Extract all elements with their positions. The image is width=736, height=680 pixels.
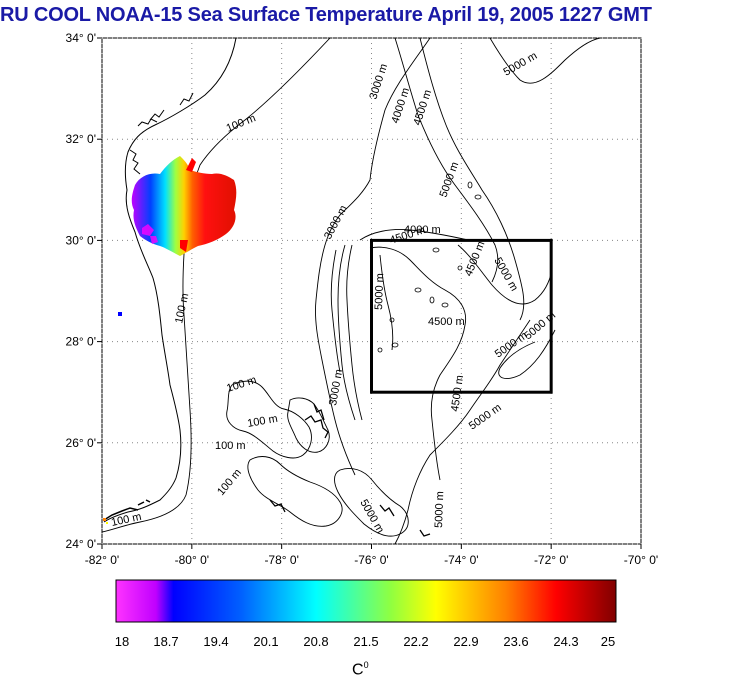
contour-labels: 100 m 100 m 100 m 100 m 100 m 100 m 100 … xyxy=(110,50,558,535)
longitude-label: -74° 0' xyxy=(444,553,478,567)
colorbar-tick-label: 18 xyxy=(114,634,130,649)
contour-label: 100 m xyxy=(215,467,244,498)
contour-label: 4000 m xyxy=(404,224,441,236)
latitude-label: 30° 0' xyxy=(66,233,96,247)
isobath-4500m xyxy=(369,38,525,481)
colorbar-tick-label: 21.5 xyxy=(353,634,379,649)
colorbar xyxy=(115,579,617,623)
bahamas-bank-3 xyxy=(247,456,343,527)
contour-label: 5000 m xyxy=(502,50,540,79)
longitude-label: -70° 0' xyxy=(624,553,658,567)
longitude-label: -76° 0' xyxy=(354,553,388,567)
isobath-4000m xyxy=(359,38,499,283)
colorbar-unit: C0 xyxy=(352,660,369,679)
colorbar-tick-label: 24.3 xyxy=(553,634,579,649)
contour-label: 5000 m xyxy=(373,273,386,310)
colorbar-unit-sup: 0 xyxy=(363,660,369,670)
coastline-detail xyxy=(129,92,194,175)
contour-label: 100 m xyxy=(225,112,258,135)
colorbar-tick-label: 22.2 xyxy=(403,634,429,649)
latitude-label: 24° 0' xyxy=(66,537,96,551)
contour-label: 5000 m xyxy=(491,256,520,294)
seamounts xyxy=(377,181,482,353)
map-title: RU COOL NOAA-15 Sea Surface Temperature … xyxy=(0,4,652,26)
contour-label: 5000 m xyxy=(433,491,446,528)
isobath-100m xyxy=(102,38,331,533)
colorbar-tick-label: 20.8 xyxy=(303,634,329,649)
colorbar-tick-label: 25 xyxy=(600,634,616,649)
longitude-label: -72° 0' xyxy=(534,553,568,567)
colorbar-tick-label: 18.7 xyxy=(153,634,179,649)
contour-label: 100 m xyxy=(215,440,246,452)
longitude-label: -80° 0' xyxy=(175,553,209,567)
contour-label: 3000 m xyxy=(367,62,390,101)
contour-label: 4500 m xyxy=(428,316,465,328)
contour-label: 3000 m xyxy=(322,203,350,241)
coastline xyxy=(103,38,237,523)
latitude-label: 34° 0' xyxy=(66,31,96,45)
contour-label: 4500 m xyxy=(411,88,434,127)
contour-label: 4500 m xyxy=(463,240,488,279)
colorbar-tick-label: 19.4 xyxy=(203,634,229,649)
isobath-3000m-b xyxy=(330,244,363,421)
isobath-5000m-b xyxy=(379,254,556,379)
contour-label: 100 m xyxy=(173,292,191,324)
contour-label: 3000 m xyxy=(327,368,345,406)
latitude-label: 28° 0' xyxy=(66,335,96,349)
graticule xyxy=(97,37,642,549)
latitude-label: 32° 0' xyxy=(66,132,96,146)
colorbar-unit-base: C xyxy=(352,661,364,679)
bahamas-bank xyxy=(226,380,312,459)
bahamas-bank-2 xyxy=(287,397,330,453)
contour-label: 100 m xyxy=(225,374,258,395)
isobath-3000m xyxy=(315,38,431,476)
coastline-keys xyxy=(103,499,151,521)
isobath-5000m xyxy=(394,38,601,544)
colorbar-tick-label: 20.1 xyxy=(253,634,279,649)
contour-label: 100 m xyxy=(246,413,278,430)
colorbar-tick-label: 22.9 xyxy=(453,634,479,649)
sst-data-patch xyxy=(103,156,237,524)
study-area-box xyxy=(370,238,553,394)
axis-tick-labels: 34° 0' 32° 0' 30° 0' 28° 0' 26° 0' 24° 0' -82°… xyxy=(66,31,659,567)
longitude-label: -78° 0' xyxy=(264,553,298,567)
longitude-label: -82° 0' xyxy=(85,553,119,567)
bahamas-islands xyxy=(269,403,431,537)
latitude-label: 26° 0' xyxy=(66,436,96,450)
colorbar-tick-label: 23.6 xyxy=(503,634,529,649)
contour-label: 4000 m xyxy=(389,86,412,125)
contour-label: 5000 m xyxy=(438,160,462,199)
contour-label: 5000 m xyxy=(522,310,558,343)
